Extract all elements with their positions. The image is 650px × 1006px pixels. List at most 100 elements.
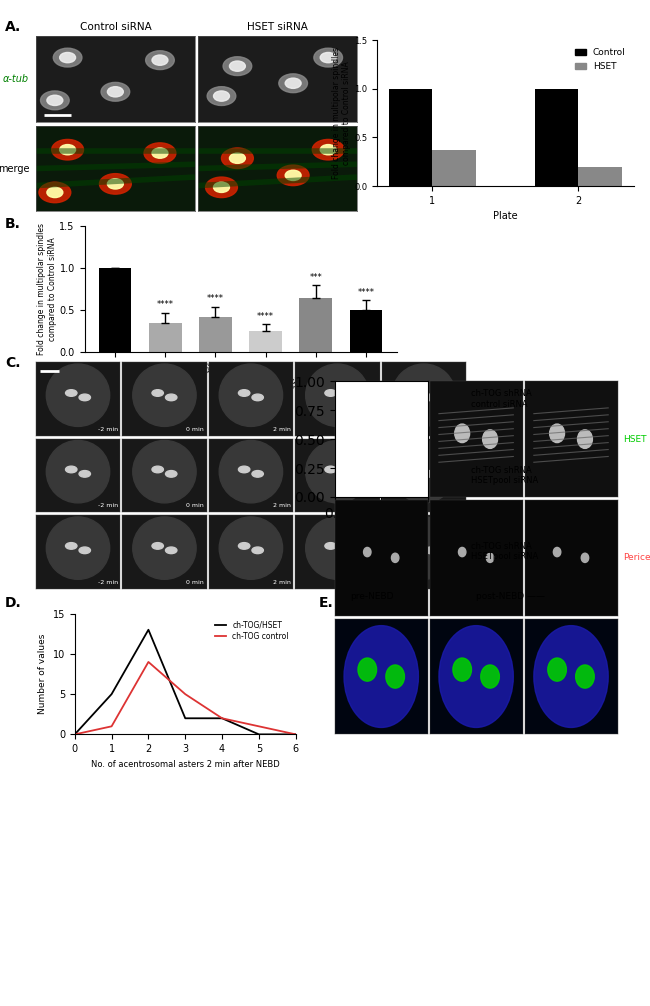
Text: -2 min: -2 min (98, 579, 118, 584)
Ellipse shape (144, 143, 176, 163)
Text: 0 min: 0 min (187, 503, 204, 508)
Text: 6 min: 6 min (359, 427, 377, 432)
Text: post-NEBD ——: post-NEBD —— (476, 592, 545, 601)
Bar (250, 331, 282, 352)
Ellipse shape (79, 547, 90, 553)
Ellipse shape (425, 547, 436, 553)
Circle shape (358, 658, 376, 681)
ch-TOG/HSET (255, 728, 263, 740)
Ellipse shape (213, 182, 229, 192)
ch-TOG/HSET (71, 728, 79, 740)
Y-axis label: Fold change in multipolar spindles
compared to Control siRNA: Fold change in multipolar spindles compa… (332, 47, 352, 179)
Ellipse shape (320, 52, 336, 62)
Ellipse shape (325, 389, 336, 396)
Bar (149, 323, 181, 352)
Ellipse shape (219, 364, 283, 427)
Circle shape (386, 665, 404, 688)
Ellipse shape (229, 61, 246, 71)
Circle shape (388, 430, 402, 449)
Text: ****: **** (157, 301, 174, 310)
Circle shape (453, 658, 471, 681)
Ellipse shape (219, 441, 283, 503)
Bar (99, 269, 131, 352)
ch-TOG control (218, 712, 226, 724)
Ellipse shape (425, 471, 436, 477)
Text: 2 min: 2 min (273, 579, 291, 584)
Text: 2 min: 2 min (273, 503, 291, 508)
Circle shape (391, 553, 399, 562)
Ellipse shape (133, 517, 196, 579)
ch-TOG control (181, 688, 189, 700)
Ellipse shape (79, 471, 90, 477)
Ellipse shape (411, 542, 422, 549)
Ellipse shape (207, 87, 236, 106)
Bar (350, 310, 382, 352)
Text: HSET: HSET (623, 435, 647, 444)
Ellipse shape (439, 626, 514, 727)
ch-TOG control (292, 728, 300, 740)
ch-TOG control (255, 720, 263, 732)
Ellipse shape (306, 441, 369, 503)
X-axis label: Plate: Plate (493, 211, 517, 221)
Text: 4 min: 4 min (359, 579, 377, 584)
Ellipse shape (166, 471, 177, 477)
Ellipse shape (392, 517, 456, 579)
Ellipse shape (239, 466, 250, 473)
Bar (389, 89, 432, 186)
Ellipse shape (213, 91, 229, 102)
Circle shape (578, 430, 592, 449)
Circle shape (455, 425, 469, 443)
Ellipse shape (339, 394, 350, 400)
Bar (300, 298, 332, 352)
Ellipse shape (53, 48, 82, 67)
Circle shape (458, 547, 466, 556)
Bar (534, 89, 578, 186)
Y-axis label: Fold change in multipolar spindles
compared to Control siRNA: Fold change in multipolar spindles compa… (37, 223, 57, 355)
Ellipse shape (252, 547, 263, 553)
Ellipse shape (46, 364, 110, 427)
Text: Control siRNA: Control siRNA (79, 22, 151, 32)
Text: Merge: Merge (623, 672, 650, 681)
Ellipse shape (219, 517, 283, 579)
Ellipse shape (285, 170, 301, 180)
Ellipse shape (285, 78, 301, 89)
Text: 0 min: 0 min (187, 427, 204, 432)
Text: -2 min: -2 min (98, 427, 118, 432)
Ellipse shape (46, 517, 110, 579)
Ellipse shape (107, 179, 124, 189)
Circle shape (550, 425, 564, 443)
Line: ch-TOG/HSET: ch-TOG/HSET (75, 630, 296, 734)
Ellipse shape (101, 82, 130, 102)
Ellipse shape (312, 140, 344, 160)
Circle shape (481, 665, 499, 688)
Text: E.: E. (318, 596, 333, 610)
Y-axis label: Number of values: Number of values (38, 634, 47, 714)
Text: ch-TOG shRNA
HSETpool siRNA: ch-TOG shRNA HSETpool siRNA (471, 542, 538, 561)
Text: merge: merge (0, 164, 29, 173)
ch-TOG/HSET (181, 712, 189, 724)
Ellipse shape (47, 187, 63, 197)
Text: B.: B. (5, 217, 21, 231)
Text: 8 min: 8 min (446, 579, 463, 584)
Ellipse shape (133, 364, 196, 427)
Ellipse shape (40, 91, 69, 110)
Legend: Control, HSET: Control, HSET (571, 44, 629, 74)
Ellipse shape (60, 145, 75, 155)
Text: Pericentrin: Pericentrin (623, 553, 650, 562)
Ellipse shape (99, 174, 131, 194)
Ellipse shape (339, 471, 350, 477)
Text: C.: C. (5, 356, 21, 370)
Ellipse shape (339, 547, 350, 553)
ch-TOG control (108, 720, 116, 732)
Ellipse shape (39, 182, 71, 203)
Text: ch-TOG shRNA
HSETpool siRNA: ch-TOG shRNA HSETpool siRNA (471, 466, 538, 485)
Ellipse shape (152, 389, 163, 396)
Ellipse shape (52, 140, 83, 160)
Bar (432, 150, 476, 186)
Legend: ch-TOG/HSET, ch-TOG control: ch-TOG/HSET, ch-TOG control (212, 618, 292, 644)
Ellipse shape (314, 48, 343, 67)
Ellipse shape (152, 542, 163, 549)
Ellipse shape (107, 87, 124, 97)
Text: pre-NEBD: pre-NEBD (350, 592, 394, 601)
Text: 30 min: 30 min (442, 427, 463, 432)
